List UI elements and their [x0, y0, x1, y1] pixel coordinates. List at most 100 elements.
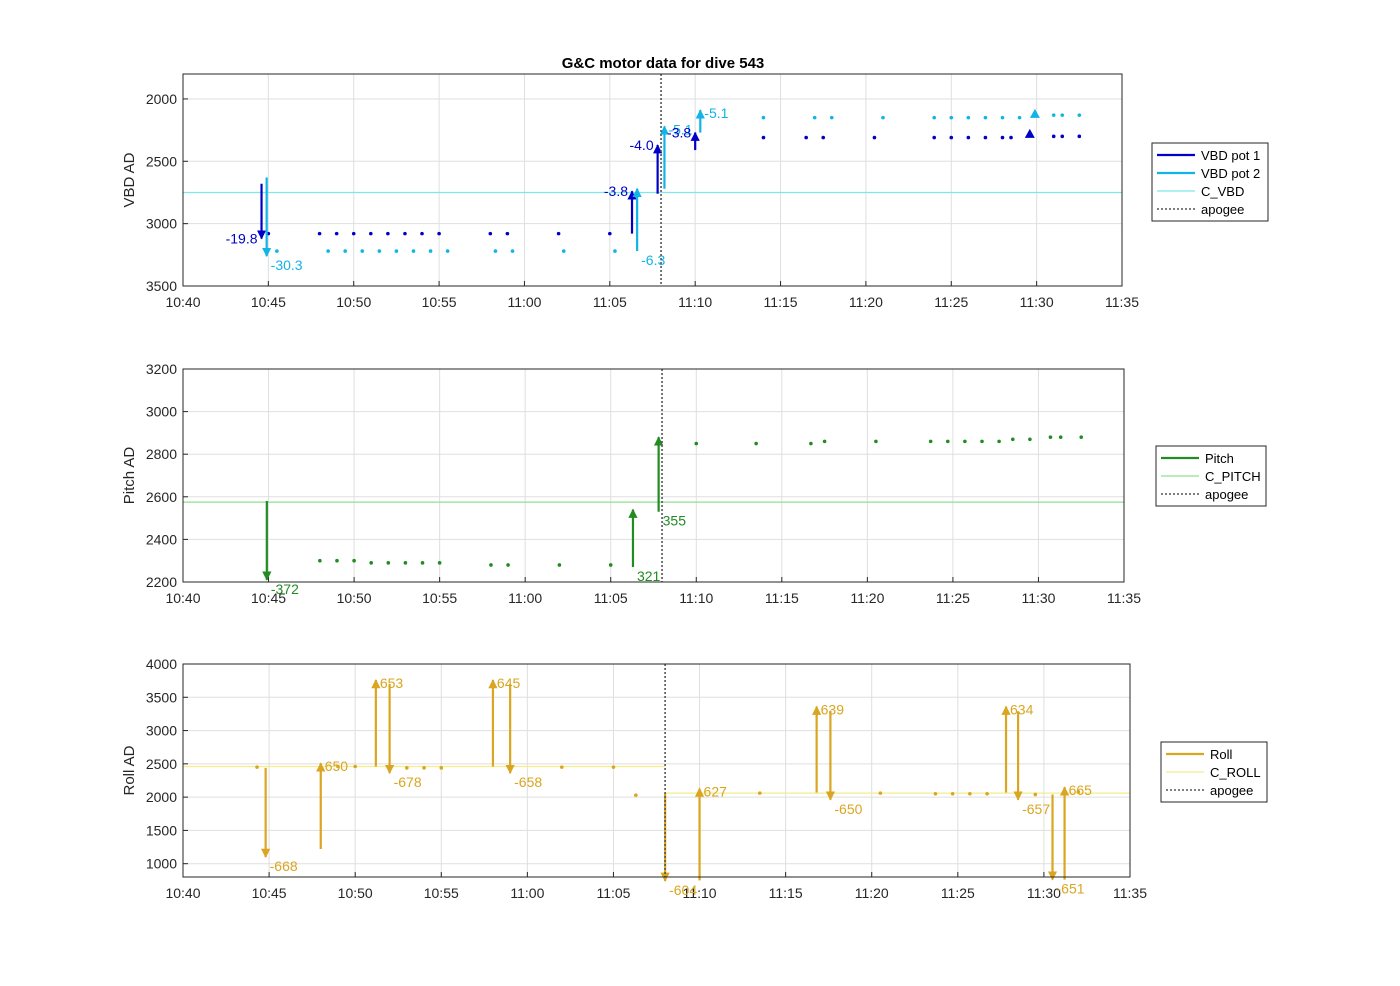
- arrow-label: 634: [1010, 702, 1034, 718]
- pitch-panel: 10:40 10:45 10:50 10:55 11:00 11:05 11:10 11:15…: [121, 361, 1267, 606]
- data-point: [560, 765, 564, 769]
- y-tick-label: 3500: [146, 278, 177, 294]
- x-tick-label: 11:30: [1027, 885, 1061, 901]
- data-point: [405, 766, 409, 770]
- data-point: [932, 115, 936, 120]
- data-point: [317, 231, 322, 236]
- plot-area: [183, 664, 1130, 877]
- data-point: [353, 764, 357, 769]
- data-point: [386, 231, 390, 236]
- data-point: [980, 439, 984, 444]
- x-tick-label: 11:25: [936, 590, 970, 606]
- data-point: [872, 135, 877, 140]
- data-point: [933, 791, 938, 796]
- arrow-label: -6.3: [641, 252, 665, 268]
- data-point: [985, 791, 989, 796]
- arrow-label: -651: [1057, 881, 1085, 897]
- data-point: [758, 791, 762, 795]
- data-layer: [183, 113, 1122, 253]
- data-point: [318, 558, 322, 563]
- data-point: [1077, 134, 1082, 139]
- data-point: [394, 249, 399, 253]
- arrow-label: -650: [834, 801, 862, 817]
- x-tick-label: 10:50: [337, 590, 372, 606]
- arrow-label: 321: [637, 568, 661, 584]
- triangle-marker: [1024, 128, 1035, 138]
- data-point: [403, 231, 407, 236]
- y-tick-label: 2200: [146, 574, 177, 590]
- x-tick-label: 11:25: [934, 294, 968, 310]
- data-point: [1033, 792, 1038, 797]
- legend-label: C_PITCH: [1205, 469, 1261, 484]
- data-point: [386, 561, 391, 565]
- data-point: [1051, 134, 1056, 139]
- data-point: [1010, 437, 1015, 442]
- y-tick-label: 4000: [146, 656, 177, 672]
- legend-label: C_ROLL: [1210, 765, 1261, 780]
- data-point: [874, 439, 878, 444]
- x-tick-label: 10:40: [165, 885, 200, 901]
- x-tick-label: 10:50: [336, 294, 371, 310]
- y-tick-label: 2500: [146, 756, 177, 772]
- legend-box: [1151, 142, 1269, 222]
- data-point: [829, 115, 834, 120]
- data-point: [493, 249, 498, 253]
- x-tick-label: 11:35: [1107, 590, 1141, 606]
- x-tick-label: 11:20: [849, 294, 883, 310]
- data-point: [963, 439, 967, 444]
- data-point: [997, 439, 1001, 444]
- axes-frame: [182, 368, 1125, 583]
- data-point: [613, 249, 617, 253]
- data-point: [336, 764, 340, 769]
- data-point: [932, 135, 936, 140]
- data-point: [804, 135, 808, 140]
- y-tick-label: 1500: [146, 822, 177, 838]
- x-tick-label: 11:35: [1113, 885, 1147, 901]
- data-point: [335, 558, 339, 563]
- data-point: [352, 558, 356, 563]
- x-tick-label: 10:50: [338, 885, 373, 901]
- arrow-label: 627: [704, 783, 728, 799]
- legend-label: Pitch: [1205, 451, 1234, 466]
- data-point: [556, 231, 561, 236]
- data-point: [420, 561, 425, 565]
- data-point: [351, 231, 356, 236]
- data-point: [360, 249, 365, 253]
- data-point: [1079, 435, 1084, 439]
- data-point: [1058, 435, 1063, 439]
- arrow-label: -372: [271, 581, 299, 597]
- x-tick-label: 11:20: [850, 590, 884, 606]
- arrow-label: -657: [1022, 801, 1050, 817]
- data-point: [437, 231, 441, 236]
- arrow-label: 639: [821, 702, 845, 718]
- figure-title: G&C motor data for dive 543: [562, 55, 765, 72]
- arrow-label: -5.1: [704, 105, 728, 121]
- data-point: [489, 563, 493, 567]
- data-point: [439, 766, 444, 770]
- x-tick-label: 11:30: [1021, 590, 1055, 606]
- x-tick-label: 10:55: [422, 294, 457, 310]
- legend-label: apogee: [1201, 202, 1244, 217]
- data-point: [403, 561, 408, 565]
- data-point: [411, 249, 416, 253]
- arrow-label: -658: [514, 774, 542, 790]
- data-point: [950, 791, 955, 796]
- arrow-label: -3.8: [667, 125, 691, 141]
- x-tick-label: 10:40: [165, 590, 200, 606]
- data-point: [608, 231, 612, 236]
- data-point: [561, 249, 566, 253]
- x-tick-label: 11:00: [508, 590, 542, 606]
- data-point: [1000, 115, 1005, 120]
- y-axis-label: Pitch AD: [121, 447, 138, 505]
- data-point: [420, 231, 424, 236]
- axes-frame: [182, 73, 1123, 287]
- x-tick-label: 11:05: [594, 590, 628, 606]
- data-point: [809, 441, 813, 446]
- data-point: [369, 231, 373, 236]
- data-point: [505, 231, 510, 236]
- data-point: [1060, 113, 1065, 117]
- x-tick-label: 11:10: [679, 590, 713, 606]
